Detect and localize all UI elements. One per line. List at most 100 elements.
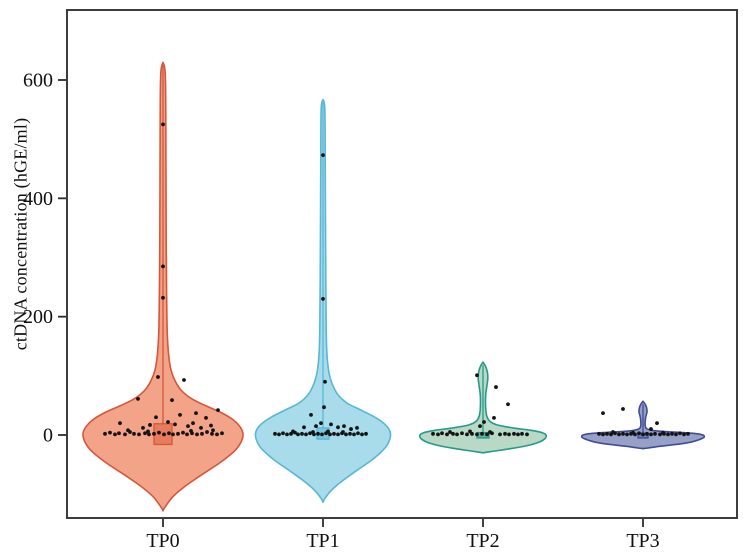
data-point-tp0 <box>156 375 160 379</box>
y-tick-label-400: 400 <box>23 188 53 210</box>
data-point-tp1 <box>348 431 352 436</box>
data-point-tp1 <box>281 431 285 436</box>
data-point-tp0 <box>117 431 121 436</box>
y-tick-label-200: 200 <box>23 306 53 328</box>
data-point-tp3 <box>601 432 605 437</box>
data-point-tp0 <box>146 429 150 434</box>
data-point-tp3 <box>649 432 653 437</box>
data-point-tp0 <box>215 432 219 437</box>
data-point-tp2 <box>475 432 479 437</box>
data-point-tp2 <box>465 432 469 437</box>
x-category-label-tp0: TP0 <box>146 530 179 552</box>
data-point-tp0 <box>171 432 175 437</box>
data-point-tp3 <box>633 432 637 437</box>
data-point-tp2 <box>482 420 486 424</box>
data-point-tp3 <box>613 431 617 436</box>
data-point-tp2 <box>470 431 474 436</box>
data-point-tp2 <box>445 432 449 437</box>
data-point-tp3 <box>645 431 649 436</box>
data-point-tp0 <box>195 432 199 437</box>
data-point-tp0 <box>128 430 132 434</box>
data-point-tp0 <box>136 397 140 401</box>
data-point-tp0 <box>205 430 209 434</box>
data-point-tp0 <box>148 423 152 427</box>
data-point-tp1 <box>340 431 344 436</box>
data-point-tp3 <box>678 431 682 436</box>
data-point-tp1 <box>300 431 304 436</box>
data-point-tp2 <box>451 431 455 436</box>
data-point-tp1 <box>309 412 313 417</box>
data-point-tp1 <box>344 432 348 437</box>
data-point-tp1 <box>320 432 324 437</box>
data-point-tp0 <box>185 432 189 437</box>
data-point-tp2 <box>492 415 496 420</box>
data-point-tp0 <box>199 426 203 430</box>
data-point-tp3 <box>629 431 633 436</box>
data-point-tp0 <box>181 430 185 435</box>
data-point-tp1 <box>277 432 281 437</box>
data-point-tp3 <box>597 431 601 436</box>
data-point-tp3 <box>666 432 670 437</box>
data-point-tp2 <box>436 432 440 437</box>
data-point-tp2 <box>512 431 516 436</box>
data-point-tp1 <box>304 432 308 437</box>
data-point-tp3 <box>658 432 662 437</box>
data-point-tp1 <box>324 431 328 436</box>
data-point-tp3 <box>649 427 653 431</box>
data-point-tp2 <box>460 431 464 436</box>
data-point-tp2 <box>516 432 520 437</box>
data-point-tp2 <box>455 432 459 437</box>
data-point-tp1 <box>356 431 360 436</box>
data-point-tp0 <box>173 422 177 427</box>
data-point-tp2 <box>498 432 502 437</box>
data-point-tp1 <box>273 431 277 436</box>
data-point-tp2 <box>503 431 507 436</box>
data-point-tp0 <box>132 431 136 436</box>
data-point-tp1 <box>312 432 316 437</box>
data-point-tp1 <box>349 427 353 431</box>
data-point-tp1 <box>336 425 340 430</box>
data-point-tp0 <box>113 432 117 437</box>
data-point-tp3 <box>653 431 657 436</box>
data-point-tp2 <box>490 431 494 436</box>
data-point-tp1 <box>319 421 323 426</box>
data-point-tp0 <box>152 431 156 436</box>
data-point-tp1 <box>285 432 289 437</box>
data-point-tp1 <box>302 425 306 430</box>
data-point-tp1 <box>329 422 333 427</box>
data-point-tp3 <box>617 432 621 437</box>
y-tick-label-0: 0 <box>43 425 53 447</box>
data-point-tp0 <box>204 415 208 420</box>
data-point-tp2 <box>507 432 511 437</box>
data-point-tp3 <box>621 431 625 436</box>
data-point-tp3 <box>637 431 641 436</box>
data-point-tp0 <box>137 432 141 437</box>
data-point-tp3 <box>655 421 659 426</box>
data-point-tp2 <box>485 432 489 437</box>
data-point-tp2 <box>478 424 482 429</box>
data-point-tp3 <box>625 432 629 437</box>
data-point-tp3 <box>641 432 645 437</box>
data-point-tp2 <box>475 373 479 378</box>
data-point-tp0 <box>216 408 220 413</box>
data-point-tp3 <box>662 431 666 436</box>
data-point-tp0 <box>191 421 195 426</box>
data-point-tp3 <box>605 431 609 436</box>
data-point-tp0 <box>170 398 174 402</box>
x-category-label-tp2: TP2 <box>466 530 499 552</box>
data-point-tp1 <box>360 432 364 437</box>
data-point-tp0 <box>210 431 214 436</box>
data-point-tp0 <box>178 412 182 417</box>
data-point-tp1 <box>296 432 300 437</box>
data-point-tp1 <box>322 405 326 410</box>
data-point-tp0 <box>161 122 165 127</box>
x-category-label-tp1: TP1 <box>306 530 339 552</box>
data-point-tp2 <box>520 431 524 436</box>
x-category-label-tp3: TP3 <box>626 530 659 552</box>
data-point-tp0 <box>220 431 224 436</box>
data-point-tp1 <box>328 432 332 437</box>
data-point-tp2 <box>480 431 484 436</box>
y-axis-title: ctDNA concentration (hGE/ml) <box>10 117 31 351</box>
